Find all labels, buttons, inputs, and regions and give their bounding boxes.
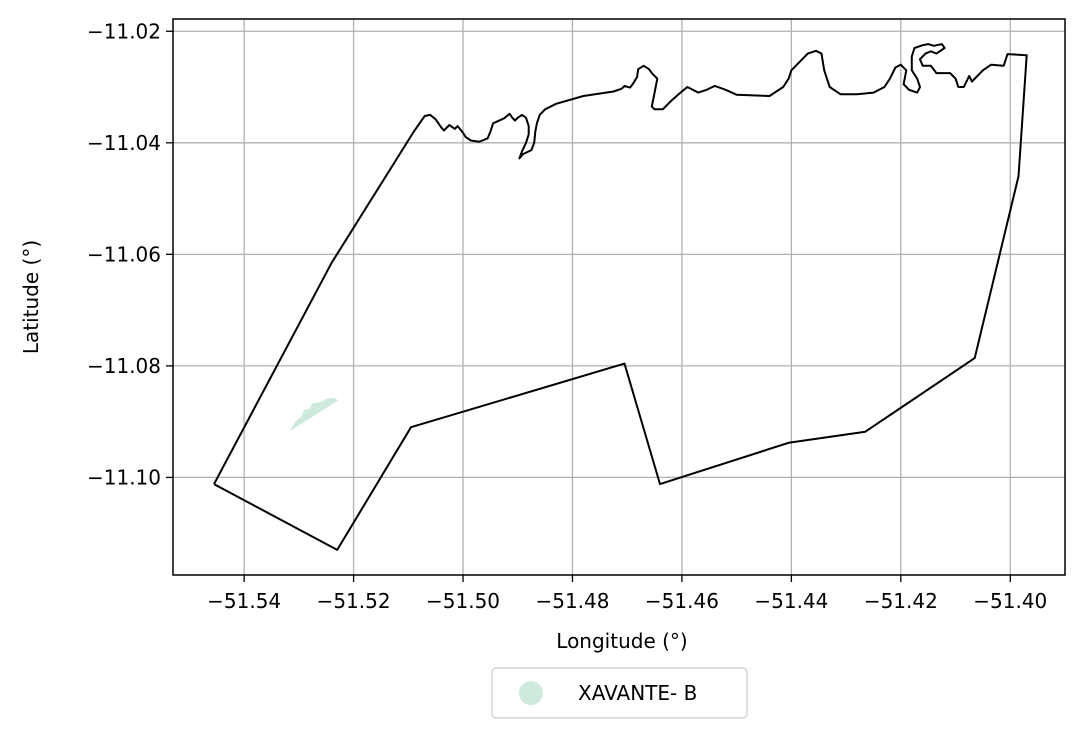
y-tick-label: −11.10 <box>87 465 161 489</box>
y-tick-label: −11.08 <box>87 354 161 378</box>
y-tick-label: −11.06 <box>87 242 161 266</box>
x-tick-label: −51.42 <box>864 589 938 613</box>
y-tick-label: −11.02 <box>87 19 161 43</box>
legend-marker-xavante-b <box>519 681 543 705</box>
x-tick-label: −51.52 <box>317 589 391 613</box>
x-axis-label: Longitude (°) <box>556 629 687 653</box>
x-tick-label: −51.44 <box>754 589 828 613</box>
x-axis-ticks: −51.54 −51.52 −51.50 −51.48 −51.46 −51.44 −51.… <box>207 575 1047 613</box>
y-axis-label: Latitude (°) <box>19 240 43 354</box>
legend-frame <box>491 667 748 719</box>
x-tick-label: −51.48 <box>535 589 609 613</box>
plot-frame <box>172 18 1066 576</box>
x-tick-label: −51.46 <box>645 589 719 613</box>
area-polygon-xavante-b <box>290 397 339 431</box>
y-tick-label: −11.04 <box>87 131 161 155</box>
x-tick-label: −51.40 <box>973 589 1047 613</box>
legend: XAVANTE- B <box>491 667 748 719</box>
x-tick-label: −51.54 <box>207 589 281 613</box>
legend-label-xavante-b: XAVANTE- B <box>578 681 697 705</box>
map-shapes <box>213 43 1028 551</box>
boundary-outline <box>213 43 1028 551</box>
y-axis-ticks: −11.10 −11.08 −11.06 −11.04 −11.02 <box>87 19 173 489</box>
x-tick-label: −51.50 <box>426 589 500 613</box>
